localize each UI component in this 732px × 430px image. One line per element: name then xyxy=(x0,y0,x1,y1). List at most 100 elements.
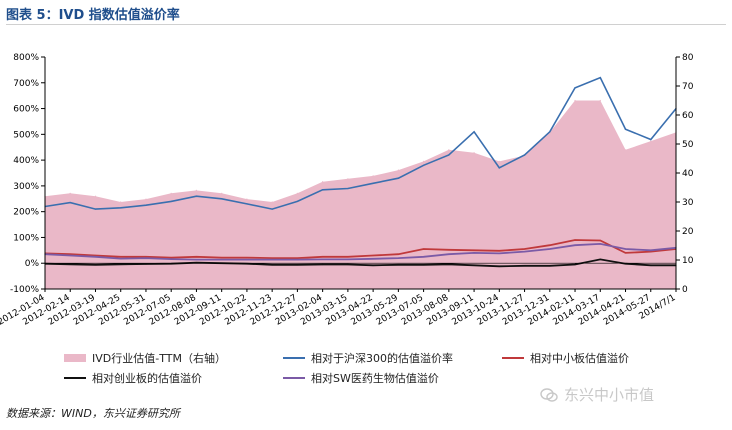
data-point-ivd-pe xyxy=(650,140,652,142)
data-point-ivd-pe xyxy=(145,198,147,200)
legend-label-chinext: 相对创业板的估值溢价 xyxy=(92,372,202,385)
y-right-tick-label: 30 xyxy=(682,198,694,208)
data-point-chinext xyxy=(296,264,298,266)
data-point-hs300 xyxy=(221,198,223,200)
data-point-hs300 xyxy=(246,203,248,205)
y-right-tick-label: 20 xyxy=(682,227,694,237)
data-point-hs300 xyxy=(322,189,324,191)
data-point-sme xyxy=(246,257,248,259)
data-point-sw-pharma xyxy=(120,258,122,260)
legend-label-hs300: 相对于沪深300的估值溢价率 xyxy=(311,352,453,365)
y-left-tick-label: -100% xyxy=(10,285,39,295)
data-point-hs300 xyxy=(650,138,652,141)
data-point-sw-pharma xyxy=(170,258,172,260)
legend-item-ivd-pe: IVD行业估值-TTM（右轴） xyxy=(64,350,226,366)
y-left-tick-label: 700% xyxy=(13,79,39,89)
data-point-sw-pharma xyxy=(69,254,71,257)
data-point-hs300 xyxy=(271,208,273,210)
data-point-sw-pharma xyxy=(397,257,399,259)
y-left-tick-label: 0% xyxy=(25,259,40,269)
data-point-sme xyxy=(498,250,500,252)
data-point-chinext xyxy=(120,263,122,265)
watermark: 东兴中小市值 xyxy=(540,384,654,405)
title-divider xyxy=(6,24,726,25)
data-point-ivd-pe xyxy=(423,160,425,162)
data-point-ivd-pe xyxy=(347,178,349,180)
data-point-sw-pharma xyxy=(94,256,97,258)
data-point-chinext xyxy=(549,265,551,267)
data-point-ivd-pe xyxy=(574,99,576,102)
data-point-sme xyxy=(524,248,526,250)
data-point-hs300 xyxy=(120,207,122,209)
data-point-sme xyxy=(347,256,349,258)
data-point-ivd-pe xyxy=(170,192,172,194)
data-point-chinext xyxy=(574,263,576,266)
data-point-sw-pharma xyxy=(574,244,576,246)
data-point-chinext xyxy=(498,265,500,267)
data-point-hs300 xyxy=(423,164,425,166)
data-point-sme xyxy=(599,239,601,242)
legend-item-chinext: 相对创业板的估值溢价 xyxy=(64,370,202,386)
data-point-chinext xyxy=(94,264,97,266)
data-point-hs300 xyxy=(599,77,601,79)
data-point-sme xyxy=(397,253,399,255)
data-point-sme xyxy=(195,256,197,258)
y-right-tick-label: 60 xyxy=(682,111,694,121)
y-left-tick-label: 300% xyxy=(13,182,39,192)
data-point-chinext xyxy=(599,258,601,260)
legend-item-hs300: 相对于沪深300的估值溢价率 xyxy=(283,350,453,366)
data-point-sme xyxy=(221,257,223,259)
data-point-sw-pharma xyxy=(145,257,147,259)
data-point-sme xyxy=(271,257,273,259)
data-point-sw-pharma xyxy=(650,249,652,251)
legend-swatch-ivd-pe xyxy=(64,354,86,362)
data-point-sme xyxy=(574,239,576,241)
data-point-sw-pharma xyxy=(271,259,273,261)
legend-swatch-chinext xyxy=(64,377,86,379)
data-point-hs300 xyxy=(524,154,526,156)
y-left-tick-label: 800% xyxy=(13,53,39,63)
data-point-sme xyxy=(650,251,652,253)
data-point-sw-pharma xyxy=(322,258,324,260)
data-point-ivd-pe xyxy=(322,181,324,183)
source-note: 数据来源：WIND，东兴证券研究所 xyxy=(6,407,180,420)
data-point-sw-pharma xyxy=(195,259,197,261)
data-point-ivd-pe xyxy=(372,175,374,177)
data-point-hs300 xyxy=(94,208,97,210)
data-point-hs300 xyxy=(624,128,627,130)
data-point-hs300 xyxy=(498,167,500,169)
data-point-chinext xyxy=(397,264,399,266)
data-point-ivd-pe xyxy=(448,149,450,151)
y-right-tick-label: 40 xyxy=(682,169,694,179)
data-point-sme xyxy=(120,256,122,258)
data-point-chinext xyxy=(473,264,475,266)
series-line-sw-pharma xyxy=(44,242,677,261)
data-point-sme xyxy=(94,254,97,257)
chart-title: 图表 5：IVD 指数估值溢价率 xyxy=(6,8,180,23)
data-point-sw-pharma xyxy=(549,248,551,250)
series-area-ivd-pe xyxy=(45,100,676,289)
data-point-ivd-pe xyxy=(195,189,197,191)
data-point-ivd-pe xyxy=(599,99,601,102)
data-point-sme xyxy=(549,244,551,246)
data-point-ivd-pe xyxy=(69,192,71,194)
data-point-hs300 xyxy=(574,87,576,89)
data-point-sw-pharma xyxy=(473,252,475,254)
data-point-hs300 xyxy=(549,131,551,133)
watermark-text: 东兴中小市值 xyxy=(564,386,655,404)
data-point-ivd-pe xyxy=(397,169,399,171)
data-point-sw-pharma xyxy=(498,252,500,254)
data-point-chinext xyxy=(524,265,526,267)
data-point-hs300 xyxy=(195,195,197,197)
legend-item-sw-pharma: 相对SW医药生物估值溢价 xyxy=(283,370,439,386)
data-point-sw-pharma xyxy=(448,253,450,255)
data-point-hs300 xyxy=(473,131,475,133)
y-right-tick-label: 50 xyxy=(682,140,694,150)
data-point-ivd-pe xyxy=(498,160,500,162)
data-point-sw-pharma xyxy=(372,258,374,260)
data-point-chinext xyxy=(271,264,273,266)
data-point-hs300 xyxy=(170,200,172,202)
data-point-sme xyxy=(473,249,475,251)
data-point-sw-pharma xyxy=(624,248,627,250)
data-point-chinext xyxy=(322,263,324,266)
